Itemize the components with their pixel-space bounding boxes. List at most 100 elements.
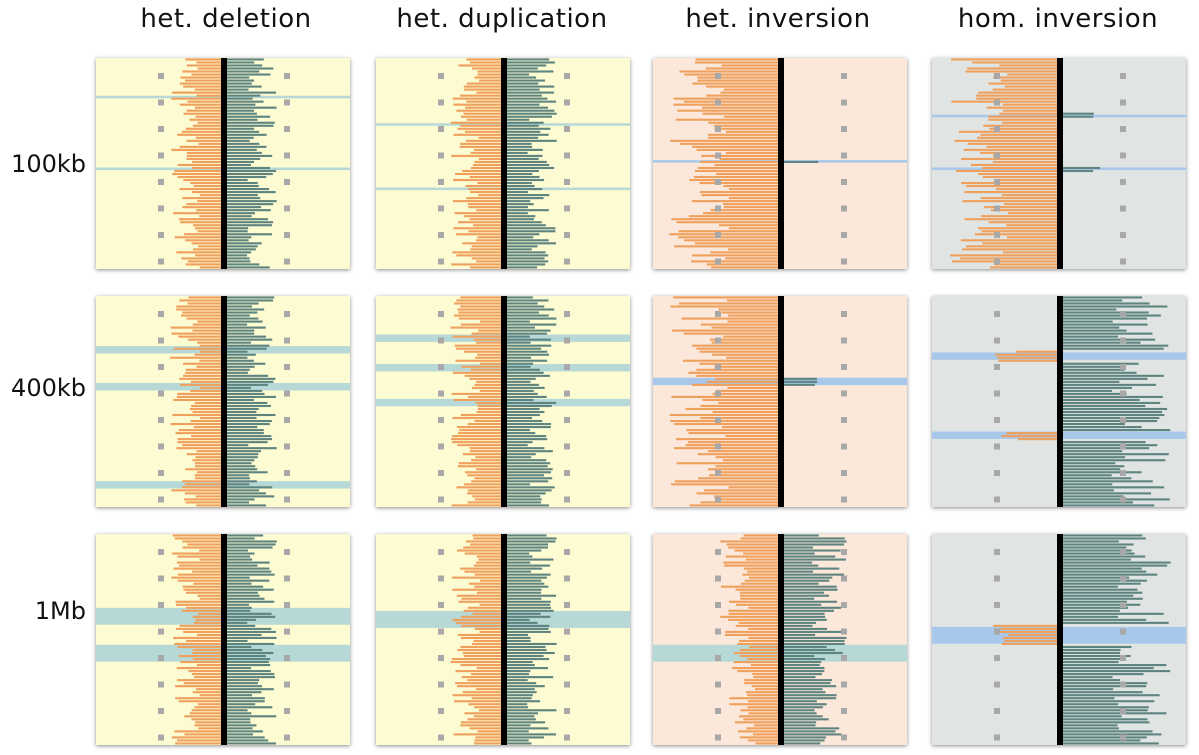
marker [1120,179,1126,185]
right-bar [505,67,538,70]
right-bar [225,543,276,546]
right-bar [225,242,262,245]
marker [1120,496,1126,503]
right-bar [505,248,532,251]
right-bar [505,335,530,338]
right-bar [1061,483,1113,486]
marker [564,443,570,450]
right-bar [1061,703,1119,706]
marker [1120,602,1126,608]
left-bar [469,727,502,730]
left-bar [476,410,502,414]
right-bar [225,257,250,260]
left-bar [960,239,1058,242]
right-bar [225,648,263,652]
left-bar [683,100,779,103]
left-bar [186,64,222,67]
left-bar [747,657,779,661]
right-bar [505,549,542,552]
left-bar [700,404,779,408]
left-bar [972,61,1058,64]
right-bar [1061,555,1146,558]
left-bar [673,103,779,106]
right-bar [225,112,257,115]
right-bar [225,444,249,447]
right-bar [505,410,545,414]
left-bar [453,103,502,106]
left-bar [725,435,779,438]
right-bar [505,435,547,438]
right-bar [505,636,531,639]
marker [438,628,444,635]
marker [564,390,570,397]
left-bar [464,88,502,91]
right-bar [1061,694,1160,697]
right-bar [225,353,256,356]
left-bar [452,441,502,444]
left-bar [185,371,222,374]
right-bar [505,404,552,408]
left-bar [707,468,779,471]
right-bar [225,236,252,239]
column-title-het-inversion: het. inversion [685,4,871,34]
right-bar [225,145,267,148]
left-bar [457,549,502,552]
marker [841,337,847,344]
left-bar [183,233,222,236]
marker [438,575,444,582]
marker [564,417,570,423]
left-bar [697,166,779,170]
left-bar [453,398,502,401]
right-bar [782,682,831,685]
marker [284,443,290,450]
marker [715,655,721,661]
left-bar [184,715,222,718]
left-bar [460,624,502,627]
right-bar [225,338,273,341]
left-bar [193,582,222,585]
right-bar [1061,419,1158,423]
left-bar [473,742,502,745]
left-bar [720,91,779,94]
right-bar [1061,317,1148,320]
left-bar [181,130,222,133]
left-bar [739,591,779,594]
right-bar [225,501,249,504]
right-bar [225,721,251,724]
left-bar [717,471,779,474]
marker [1120,126,1126,132]
left-bar [197,594,222,597]
left-bar [675,118,779,121]
left-bar [994,263,1058,266]
marker [564,628,570,635]
right-bar [1061,661,1119,664]
right-bar [505,688,535,691]
left-bar [473,537,502,540]
left-bar [460,94,502,97]
left-bar [734,549,779,552]
right-bar [1061,426,1142,429]
right-bar [225,579,270,582]
left-bar [723,206,779,209]
marker [284,417,290,423]
left-bar [675,438,779,441]
right-bar [225,230,248,233]
left-bar [181,257,222,260]
right-bar [782,685,837,688]
left-bar [184,498,222,501]
marker [438,602,444,608]
right-bar [225,365,255,368]
left-bar [192,570,222,573]
marker [994,628,1000,635]
left-bar [982,166,1058,170]
left-bar [182,444,222,447]
left-bar [196,209,222,212]
left-bar [753,676,779,679]
right-bar [225,73,271,76]
center-axis [778,296,784,507]
left-bar [998,359,1058,362]
left-bar [720,615,779,618]
right-bar [505,657,550,661]
left-bar [994,353,1058,356]
left-bar [747,694,779,697]
